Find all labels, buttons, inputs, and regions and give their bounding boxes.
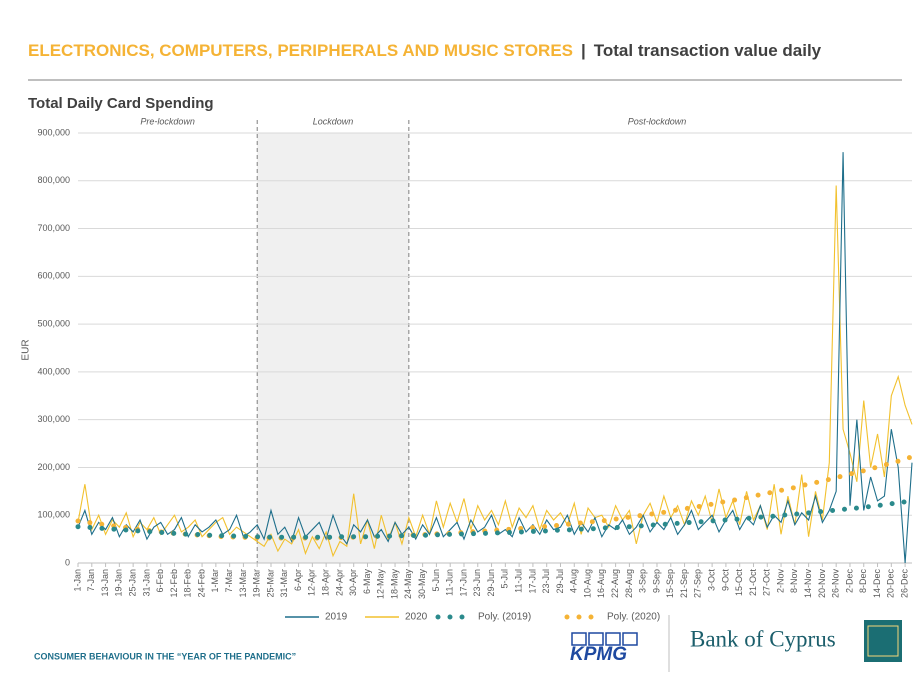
x-tick-label: 14-Nov	[803, 569, 813, 599]
x-tick-label: 15-Oct	[734, 569, 744, 597]
x-tick-label: 18-Feb	[183, 569, 193, 598]
x-tick-label: 27-Sep	[693, 569, 703, 598]
x-tick-label: 17-Jul	[527, 569, 537, 594]
y-axis-label: EUR	[21, 339, 32, 360]
x-tick-label: 27-Oct	[762, 569, 772, 597]
x-tick-label: 5-Jul	[500, 569, 510, 589]
x-tick-label: 7-Jan	[86, 569, 96, 592]
y-tick-label: 700,000	[37, 223, 70, 233]
trend-line	[75, 498, 915, 540]
kpmg-text: KPMG	[570, 644, 627, 665]
x-tick-label: 20-Dec	[886, 569, 896, 599]
x-tick-label: 10-Aug	[582, 569, 592, 598]
y-tick-label: 100,000	[37, 510, 70, 520]
header-title: ELECTRONICS, COMPUTERS, PERIPHERALS AND …	[28, 41, 822, 60]
x-tick-label: 16-Aug	[596, 569, 606, 598]
x-tick-label: 2-Dec	[844, 569, 854, 594]
x-tick-label: 25-Mar	[265, 569, 275, 598]
footer-caption: CONSUMER BEHAVIOUR IN THE “YEAR OF THE P…	[34, 651, 296, 661]
logo-box	[588, 632, 604, 646]
x-tick-label: 21-Sep	[679, 569, 689, 598]
x-tick-label: 28-Aug	[624, 569, 634, 598]
x-tick-label: 15-Sep	[665, 569, 675, 598]
x-tick-label: 3-Oct	[706, 569, 716, 592]
x-tick-label: 24-May	[403, 569, 413, 600]
logo-box	[622, 632, 638, 646]
x-tick-label: 29-Jun	[486, 569, 496, 597]
x-tick-label: 30-Apr	[348, 569, 358, 596]
x-tick-label: 23-Jul	[541, 569, 551, 594]
legend-label: Poly. (2020)	[607, 612, 660, 623]
x-tick-label: 13-Jan	[100, 569, 110, 597]
x-tick-label: 3-Sep	[638, 569, 648, 593]
title-separator: |	[581, 41, 586, 60]
x-tick-label: 14-Dec	[872, 569, 882, 599]
x-tick-label: 12-May	[376, 569, 386, 600]
kpmg-logo: KPMG	[570, 632, 638, 665]
y-tick-label: 900,000	[37, 127, 70, 137]
x-tick-label: 29-Jul	[555, 569, 565, 594]
logo-box	[605, 632, 621, 646]
x-tick-label: 12-Feb	[169, 569, 179, 598]
x-tick-label: 24-Feb	[196, 569, 206, 598]
x-tick-label: 11-Jun	[445, 569, 455, 596]
x-tick-label: 26-Dec	[899, 569, 909, 599]
region-label: Post-lockdown	[628, 116, 687, 126]
x-tick-label: 8-Nov	[789, 569, 799, 594]
x-tick-label: 12-Apr	[307, 569, 317, 596]
trend-line	[75, 454, 915, 541]
y-tick-label: 0	[65, 557, 70, 567]
chart-title: Total Daily Card Spending	[28, 95, 214, 112]
x-tick-label: 11-Jul	[513, 569, 523, 593]
x-tick-label: 6-May	[362, 569, 372, 595]
x-tick-label: 1-Jan	[72, 569, 82, 592]
boc-emblem-frame	[867, 625, 899, 657]
x-tick-label: 13-Mar	[238, 569, 248, 598]
region-label: Lockdown	[313, 116, 354, 126]
legend-label: 2020	[405, 612, 428, 623]
x-tick-label: 18-May	[389, 569, 399, 600]
lockdown-region	[257, 133, 409, 563]
x-tick-label: 9-Oct	[720, 569, 730, 592]
x-tick-label: 20-Nov	[817, 569, 827, 599]
x-tick-label: 6-Feb	[155, 569, 165, 593]
x-tick-label: 5-Jun	[431, 569, 441, 592]
x-tick-label: 8-Dec	[858, 569, 868, 594]
legend-label: Poly. (2019)	[478, 612, 531, 623]
boc-text: Bank of Cyprus	[690, 626, 836, 651]
x-tick-label: 23-Jun	[472, 569, 482, 597]
x-tick-label: 4-Aug	[569, 569, 579, 593]
region-label: Pre-lockdown	[140, 116, 195, 126]
x-tick-label: 19-Jan	[114, 569, 124, 597]
y-tick-label: 600,000	[37, 271, 70, 281]
title-main: ELECTRONICS, COMPUTERS, PERIPHERALS AND …	[28, 41, 573, 60]
y-tick-label: 400,000	[37, 366, 70, 376]
title-sub: Total transaction value daily	[594, 41, 822, 60]
x-tick-label: 31-Jan	[141, 569, 151, 597]
x-tick-label: 21-Oct	[748, 569, 758, 597]
x-tick-label: 22-Aug	[610, 569, 620, 598]
x-tick-label: 6-Apr	[293, 569, 303, 591]
x-tick-label: 1-Mar	[210, 569, 220, 593]
y-tick-label: 500,000	[37, 318, 70, 328]
x-tick-label: 9-Sep	[651, 569, 661, 593]
y-tick-label: 300,000	[37, 414, 70, 424]
x-tick-label: 25-Jan	[128, 569, 138, 597]
legend-label: 2019	[325, 612, 348, 623]
series-line	[77, 185, 913, 558]
x-tick-label: 31-Mar	[279, 569, 289, 598]
x-tick-label: 26-Nov	[831, 569, 841, 599]
x-tick-label: 19-Mar	[252, 569, 262, 598]
x-tick-label: 18-Apr	[321, 569, 331, 596]
x-tick-label: 2-Nov	[775, 569, 785, 594]
y-tick-label: 800,000	[37, 175, 70, 185]
y-tick-label: 200,000	[37, 462, 70, 472]
x-tick-label: 17-Jun	[458, 569, 468, 597]
x-tick-label: 7-Mar	[224, 569, 234, 593]
boc-emblem	[864, 620, 902, 662]
logo-box	[571, 632, 587, 646]
x-tick-label: 24-Apr	[334, 569, 344, 596]
x-tick-label: 30-May	[417, 569, 427, 600]
